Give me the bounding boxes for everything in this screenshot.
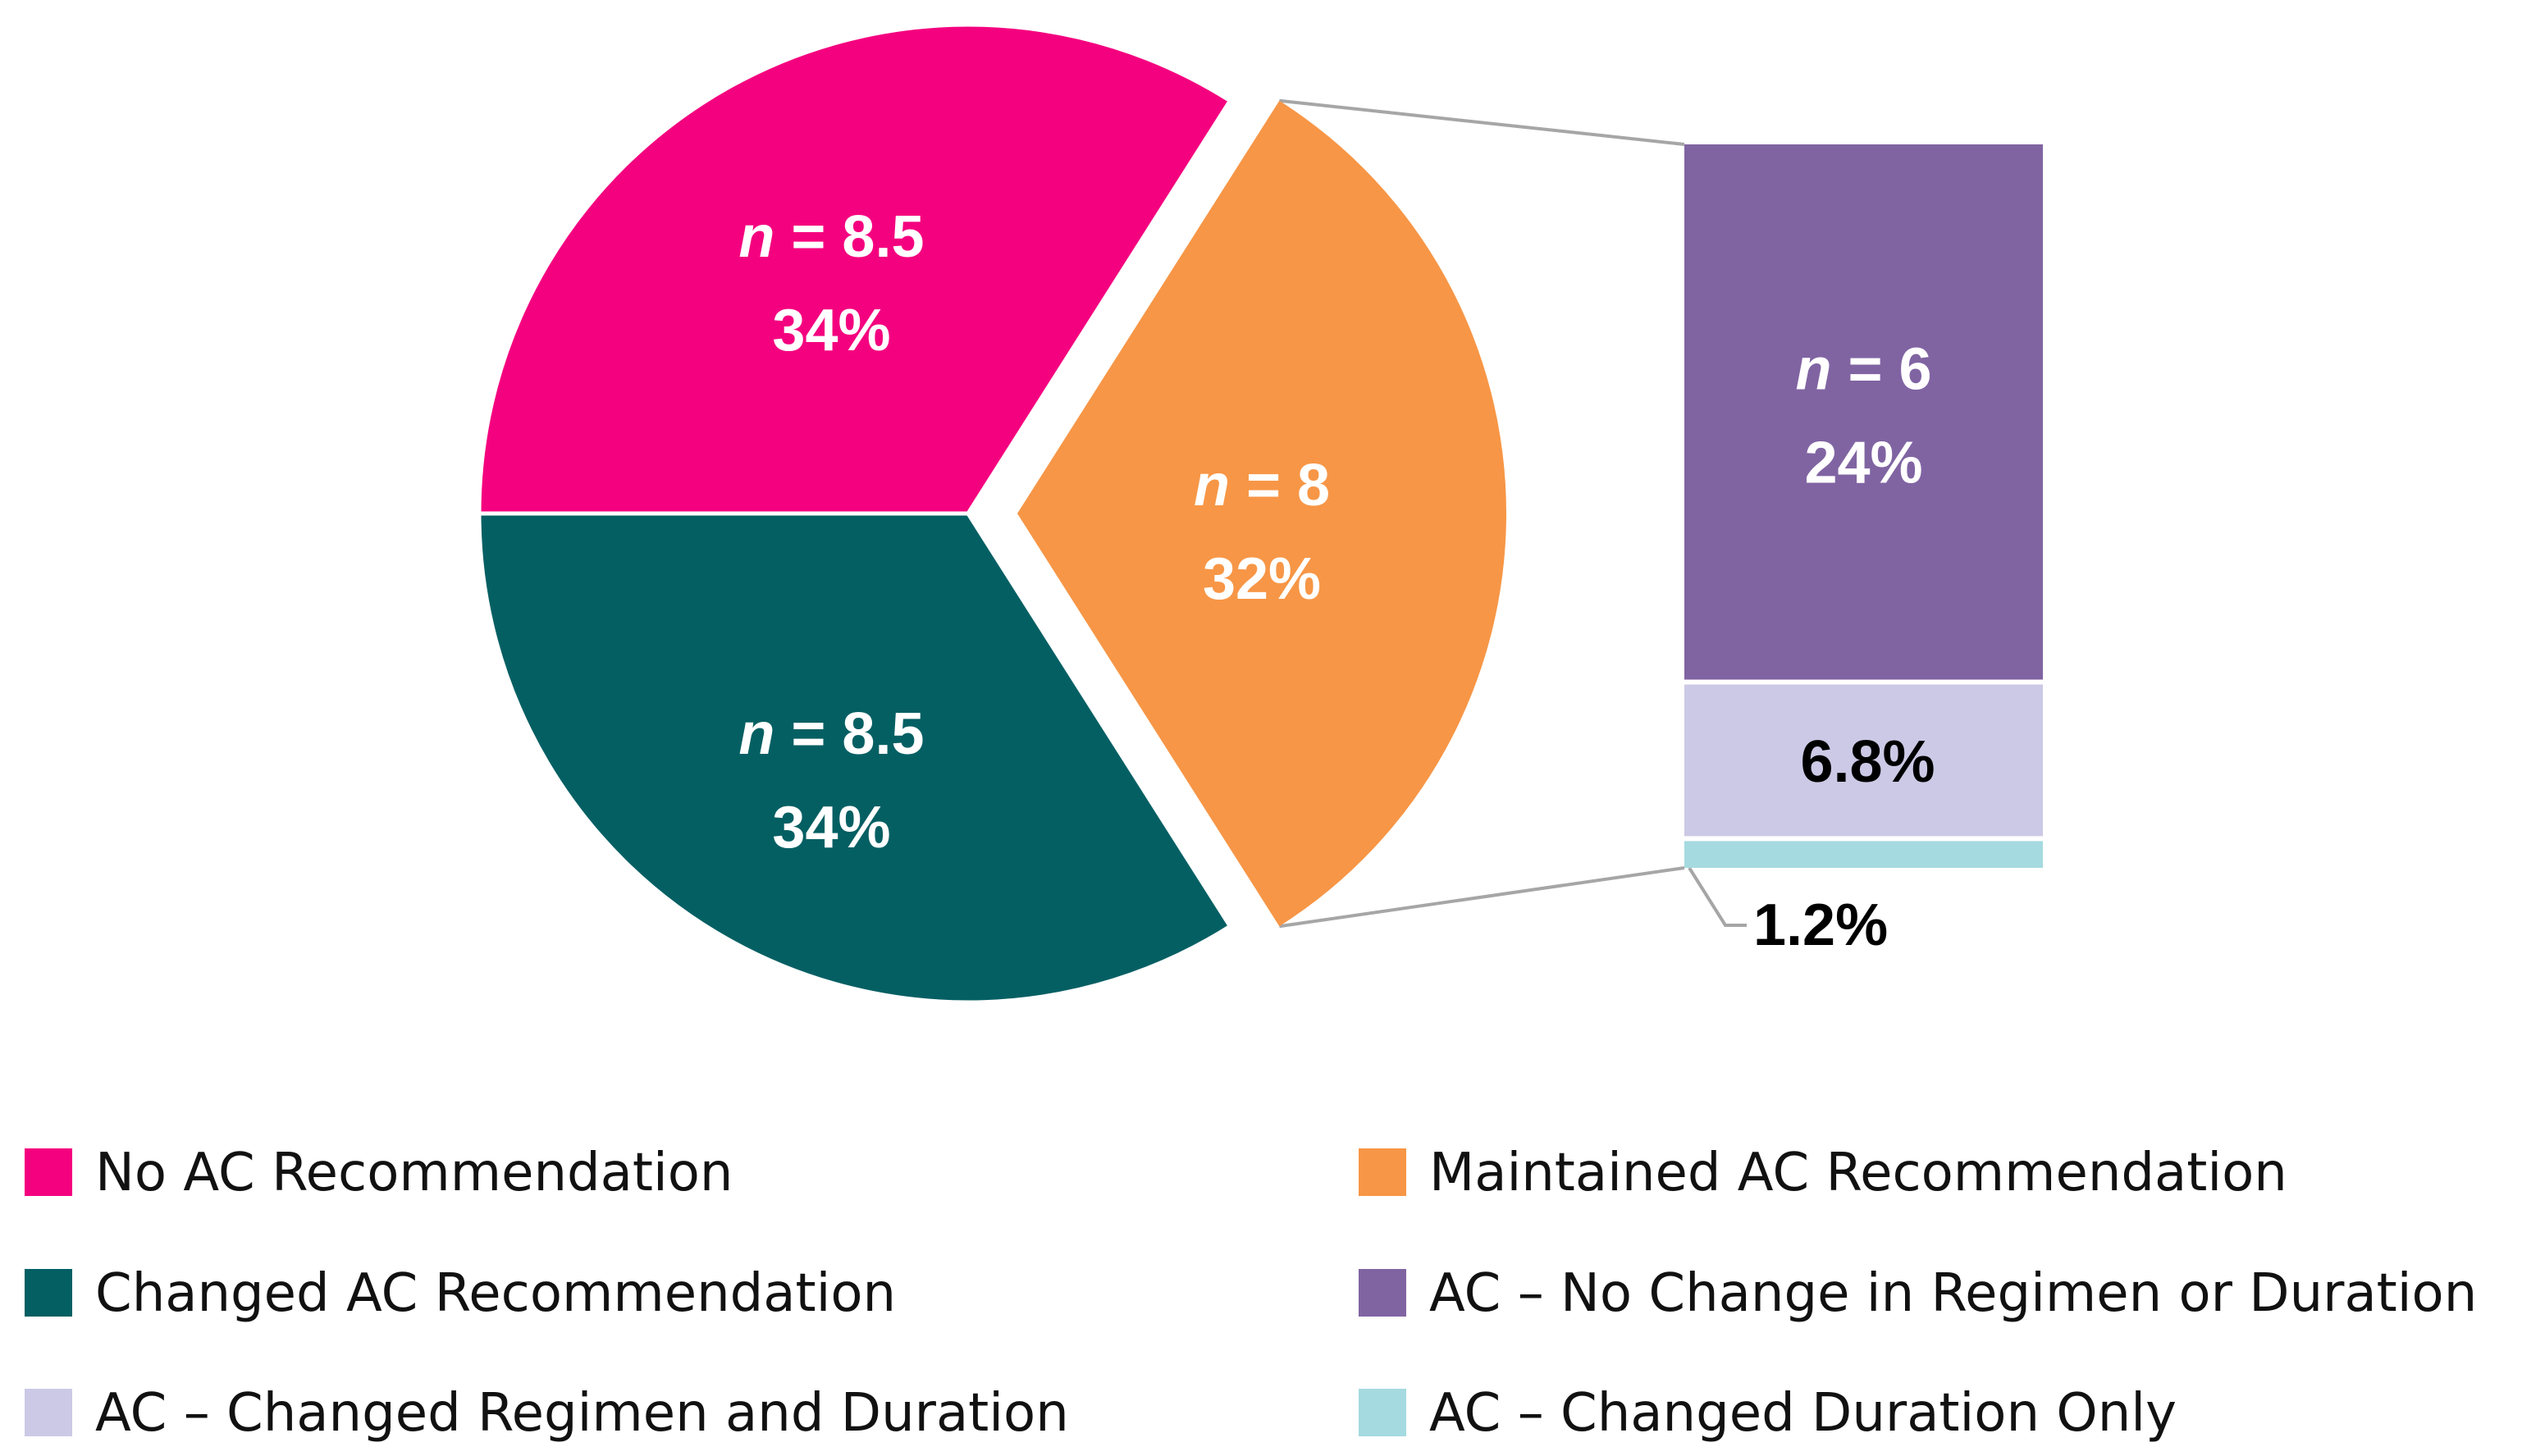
legend-label: Maintained AC Recommendation xyxy=(1429,1143,2287,1203)
legend-label: Changed AC Recommendation xyxy=(95,1263,896,1324)
legend-swatch xyxy=(25,1389,72,1436)
breakdown-labels: n = 6 24% 6.8% 1.2% xyxy=(1753,336,1935,958)
legend: No AC Recommendation Maintained AC Recomm… xyxy=(25,1143,2477,1444)
legend-swatch xyxy=(25,1269,72,1317)
pie-labels: n = 8.5 34% n = 8 32% n = 8.5 34% xyxy=(738,204,1330,860)
legend-label: AC – Changed Duration Only xyxy=(1429,1383,2177,1444)
legend-swatch xyxy=(1359,1389,1406,1436)
pie-slice-maintained-ac-recommendation xyxy=(1017,100,1507,927)
pie-n-label: n = 8.5 xyxy=(738,701,924,767)
bar-segment-ac-changed-duration-only xyxy=(1684,841,2043,868)
pie-n-label: n = 8 xyxy=(1194,453,1330,518)
legend-item-ac-changed-regimen-and-duration: AC – Changed Regimen and Duration xyxy=(25,1383,1069,1444)
bar-percent-label: 24% xyxy=(1804,430,1922,495)
legend-swatch xyxy=(25,1148,72,1196)
connector-lines xyxy=(1279,98,1747,929)
pie-slice-no-ac-recommendation xyxy=(477,22,1233,516)
legend-swatch xyxy=(1359,1148,1406,1196)
connector-line-top xyxy=(1279,98,1685,146)
pie xyxy=(477,22,1507,1005)
pie-slice-changed-ac-recommendation xyxy=(477,511,1233,1005)
legend-item-changed-ac-recommendation: Changed AC Recommendation xyxy=(25,1263,896,1324)
bar-segment-ac-changed-regimen-and-duration xyxy=(1684,684,2043,837)
legend-item-no-ac-recommendation: No AC Recommendation xyxy=(25,1143,733,1203)
legend-item-ac-changed-duration-only: AC – Changed Duration Only xyxy=(1359,1383,2177,1444)
legend-item-ac-no-change-in-regimen-or-duration: AC – No Change in Regimen or Duration xyxy=(1359,1263,2477,1324)
connector-line-bottom xyxy=(1279,866,1685,929)
legend-item-maintained-ac-recommendation: Maintained AC Recommendation xyxy=(1359,1143,2287,1203)
pie-percent-label: 32% xyxy=(1203,546,1321,612)
legend-label: AC – Changed Regimen and Duration xyxy=(95,1383,1069,1444)
bar-n-label: n = 6 xyxy=(1795,336,1931,402)
breakdown-bar xyxy=(1684,144,2043,868)
bar-percent-label: 6.8% xyxy=(1800,729,1935,795)
pie-percent-label: 34% xyxy=(772,298,890,363)
bar-segment-ac-no-change-in-regimen-or-duration xyxy=(1684,144,2043,680)
bar-percent-label: 1.2% xyxy=(1753,892,1888,958)
pie-percent-label: 34% xyxy=(772,795,890,860)
legend-label: AC – No Change in Regimen or Duration xyxy=(1429,1263,2477,1324)
legend-label: No AC Recommendation xyxy=(95,1143,733,1203)
pie-n-label: n = 8.5 xyxy=(738,204,924,270)
callout-leader-line xyxy=(1688,866,1747,927)
legend-swatch xyxy=(1359,1269,1406,1317)
